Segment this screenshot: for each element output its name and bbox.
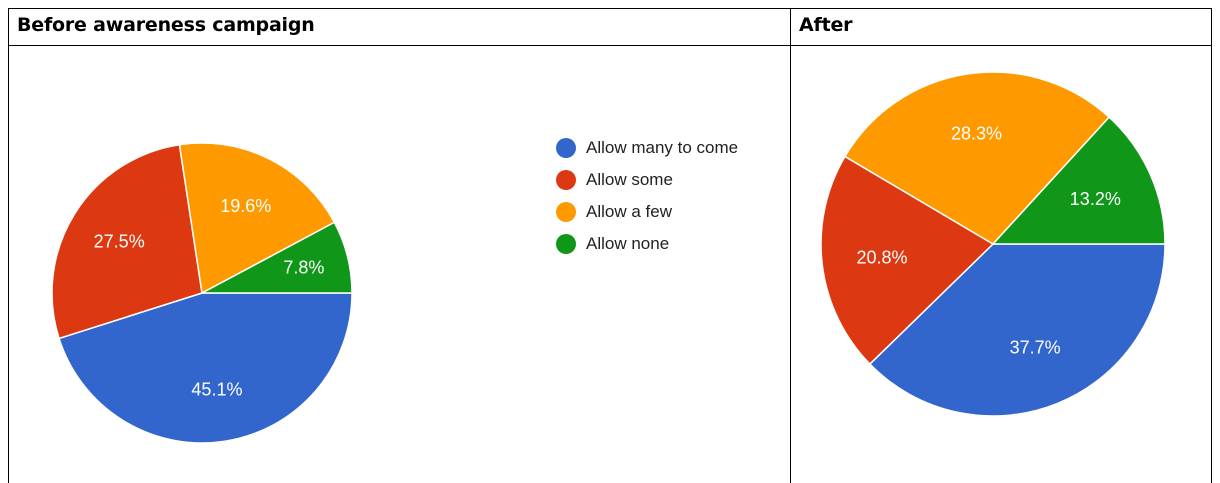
after-header: After	[799, 14, 853, 36]
legend-label: Allow none	[586, 234, 670, 253]
before-pie: 45.1% 27.5% 19.6% 7.8%	[51, 142, 353, 444]
legend-swatch	[556, 170, 576, 190]
legend-label: Allow some	[586, 170, 673, 189]
legend-item: Allow none	[556, 232, 669, 256]
legend-item: Allow some	[556, 168, 673, 192]
pie-slice-allow-a-few	[178, 142, 336, 295]
legend-item: Allow a few	[556, 200, 672, 224]
pie-slice-label: 20.8%	[856, 247, 907, 267]
header-row	[8, 8, 1212, 46]
pie-slice-allow-many-to-come	[868, 243, 1166, 417]
pie-slice-allow-some	[51, 143, 203, 340]
pie-slice-label: 7.8%	[283, 258, 324, 278]
pie-slice-allow-none	[991, 116, 1166, 245]
pie-slice-label: 19.6%	[220, 196, 271, 216]
pie-slice-label: 13.2%	[1070, 189, 1121, 209]
table-frame	[8, 8, 1212, 483]
pie-slice-allow-none	[201, 221, 353, 294]
legend-item: Allow many to come	[556, 136, 738, 160]
pie-slice-label: 27.5%	[94, 232, 145, 252]
pie-slice-label: 45.1%	[191, 379, 242, 399]
legend-swatch	[556, 202, 576, 222]
legend-swatch	[556, 138, 576, 158]
column-divider	[790, 8, 791, 483]
pie-slice-allow-some	[820, 155, 995, 366]
pie-slice-label: 28.3%	[951, 123, 1002, 143]
after-pie: 37.7% 20.8% 28.3% 13.2%	[820, 71, 1166, 417]
legend-label: Allow many to come	[586, 138, 739, 157]
pie-slice-label: 37.7%	[1010, 338, 1061, 358]
legend-swatch	[556, 234, 576, 254]
legend-label: Allow a few	[586, 202, 672, 221]
pie-slice-allow-many-to-come	[58, 292, 353, 444]
pie-slice-allow-a-few	[843, 71, 1111, 245]
before-header: Before awareness campaign	[17, 14, 315, 36]
